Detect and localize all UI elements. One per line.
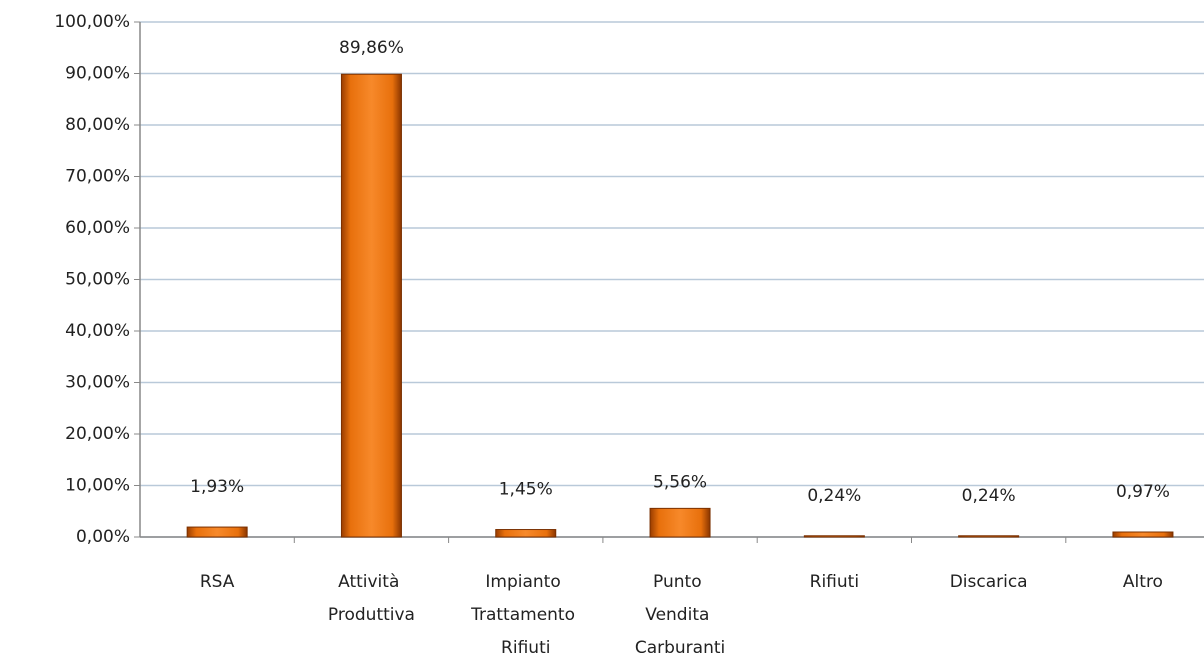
data-label: 0,97% (1116, 482, 1170, 502)
y-tick-label: 0,00% (76, 527, 130, 547)
x-tick-label: Punto Vendita Carburanti (635, 572, 725, 658)
y-tick-label: 100,00% (54, 12, 130, 32)
bar (495, 529, 557, 538)
bar (649, 507, 711, 538)
y-tick-label: 90,00% (65, 64, 130, 84)
x-tick-label: Discarica (950, 572, 1028, 592)
y-tick-label: 30,00% (65, 373, 130, 393)
y-tick-label: 70,00% (65, 167, 130, 187)
x-tick-label: Impianto Trattamento Rifiuti (470, 572, 580, 658)
bar (340, 73, 402, 538)
data-label: 0,24% (962, 486, 1016, 506)
x-tick-label: Attività Produttiva (328, 572, 415, 625)
data-label: 89,86% (339, 38, 404, 58)
data-label: 1,93% (190, 477, 244, 497)
y-tick-label: 50,00% (65, 270, 130, 290)
data-label: 0,24% (807, 486, 861, 506)
data-label: 1,45% (499, 480, 553, 500)
bar (186, 526, 248, 538)
x-tick-label: Altro (1123, 572, 1163, 592)
bar (1112, 531, 1174, 538)
data-label: 5,56% (653, 472, 707, 492)
bar (958, 535, 1020, 538)
bar (803, 535, 865, 538)
y-tick-label: 20,00% (65, 424, 130, 444)
y-tick-label: 60,00% (65, 218, 130, 238)
y-tick-label: 80,00% (65, 115, 130, 135)
x-tick-label: RSA (200, 572, 235, 592)
y-tick-label: 10,00% (65, 476, 130, 496)
x-tick-label: Rifiuti (810, 572, 859, 592)
y-tick-label: 40,00% (65, 321, 130, 341)
